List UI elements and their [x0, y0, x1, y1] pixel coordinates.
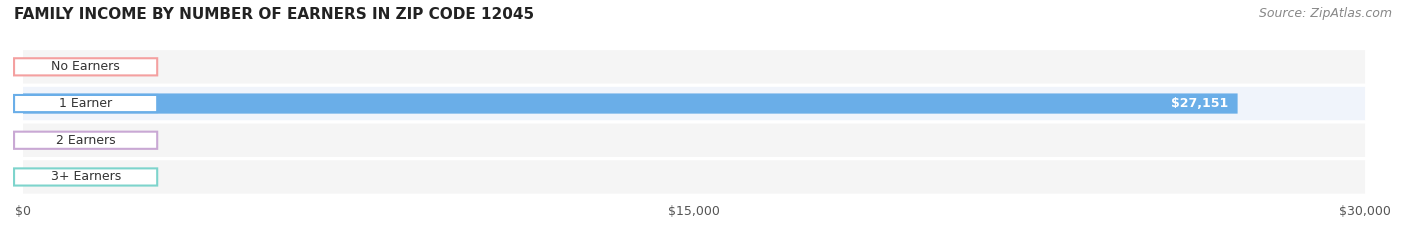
Text: $0: $0 [45, 60, 62, 73]
FancyBboxPatch shape [22, 93, 1237, 114]
FancyBboxPatch shape [22, 50, 1365, 83]
FancyBboxPatch shape [14, 132, 157, 149]
Text: Source: ZipAtlas.com: Source: ZipAtlas.com [1258, 7, 1392, 20]
Text: No Earners: No Earners [51, 60, 120, 73]
Text: $0: $0 [45, 134, 62, 147]
Text: 1 Earner: 1 Earner [59, 97, 112, 110]
FancyBboxPatch shape [14, 58, 157, 75]
FancyBboxPatch shape [14, 95, 157, 112]
FancyBboxPatch shape [22, 123, 1365, 157]
Text: $27,151: $27,151 [1171, 97, 1229, 110]
Text: 2 Earners: 2 Earners [56, 134, 115, 147]
FancyBboxPatch shape [22, 160, 1365, 194]
FancyBboxPatch shape [14, 168, 157, 185]
FancyBboxPatch shape [22, 87, 1365, 120]
Text: $0: $0 [45, 171, 62, 183]
Text: 3+ Earners: 3+ Earners [51, 171, 121, 183]
Text: FAMILY INCOME BY NUMBER OF EARNERS IN ZIP CODE 12045: FAMILY INCOME BY NUMBER OF EARNERS IN ZI… [14, 7, 534, 22]
